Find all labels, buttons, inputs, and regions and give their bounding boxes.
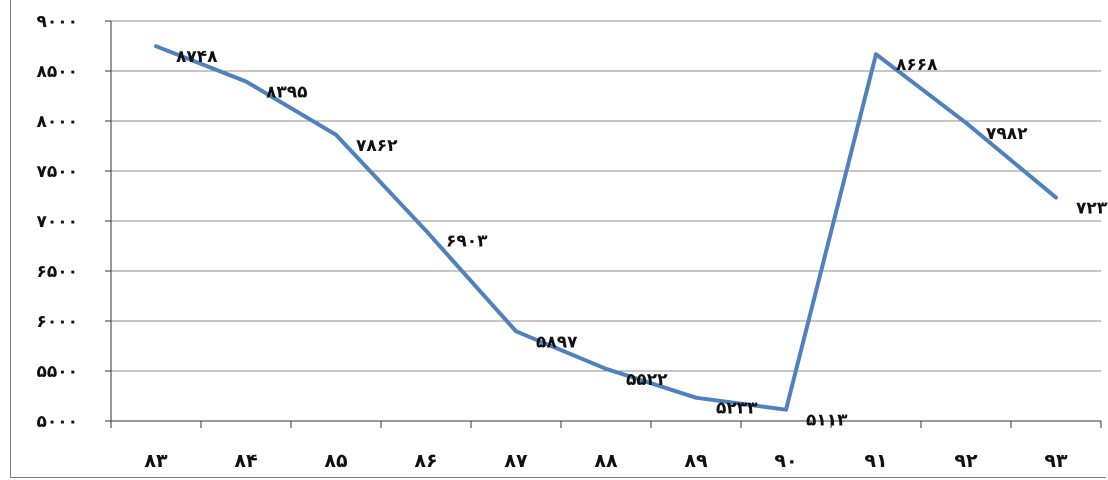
data-label: ۶۹۰۳ — [446, 232, 488, 252]
y-tick-label: ۶۰۰۰ — [36, 312, 78, 332]
x-axis-ticks: ۸۳ ۸۴ ۸۵ ۸۶ ۸۷ ۸۸ ۸۹ ۹۰ ۹۱ ۹۲ ۹۳ — [144, 450, 1068, 472]
x-tick-label: ۸۹ — [684, 450, 708, 472]
chart-title-cropped — [430, 0, 810, 8]
x-tick-label: ۸۷ — [504, 450, 528, 472]
data-label: ۷۹۸۲ — [986, 124, 1028, 144]
x-tick-label: ۹۳ — [1044, 450, 1068, 472]
x-tick-label: ۸۸ — [594, 450, 618, 472]
series — [154, 44, 1058, 412]
y-tick-label: ۷۵۰۰ — [36, 162, 78, 182]
x-tick-label: ۹۲ — [954, 450, 978, 472]
y-tick-label: ۸۵۰۰ — [36, 62, 78, 82]
series-line — [154, 44, 1058, 412]
data-label: ۷۸۶۲ — [356, 136, 398, 156]
data-label: ۵۸۹۷ — [536, 332, 578, 352]
x-tick-label: ۸۵ — [324, 450, 348, 472]
y-tick-label: ۷۰۰۰ — [36, 212, 78, 232]
data-label: ۸۷۴۸ — [176, 47, 218, 67]
y-tick-label: ۵۵۰۰ — [36, 362, 78, 382]
y-axis-ticks: ۵۰۰۰ ۵۵۰۰ ۶۰۰۰ ۶۵۰۰ ۷۰۰۰ ۷۵۰۰ ۸۰۰۰ ۸۵۰۰ ۹۰۰۰ — [36, 12, 78, 432]
data-labels: ۸۷۴۸ ۸۳۹۵ ۷۸۶۲ ۶۹۰۳ ۵۸۹۷ ۵۵۲۲ ۵۲۳۳ ۵۱۱۳ ۸۶۶۸ ۷۹۸۲… — [176, 47, 1108, 431]
data-label: ۵۵۲۲ — [626, 370, 668, 390]
chart-frame — [10, 0, 1106, 478]
x-tick-label: ۹۱ — [864, 450, 887, 472]
y-tick-label: ۹۰۰۰ — [36, 12, 78, 32]
data-label: ۷۲۳۴ — [1076, 199, 1108, 219]
axes — [105, 20, 1102, 428]
data-label: ۸۶۶۸ — [896, 55, 938, 75]
data-label: ۵۱۱۳ — [806, 411, 848, 431]
y-tick-label: ۸۰۰۰ — [36, 112, 78, 132]
x-tick-label: ۸۳ — [144, 450, 168, 472]
y-tick-label: ۶۵۰۰ — [36, 262, 78, 282]
x-tick-label: ۹۰ — [774, 450, 797, 472]
gridlines — [111, 20, 1101, 422]
x-tick-label: ۸۴ — [234, 450, 257, 472]
data-label: ۵۲۳۳ — [716, 399, 758, 419]
data-label: ۸۳۹۵ — [266, 83, 308, 103]
y-tick-label: ۵۰۰۰ — [36, 412, 78, 432]
x-tick-label: ۸۶ — [414, 450, 437, 472]
